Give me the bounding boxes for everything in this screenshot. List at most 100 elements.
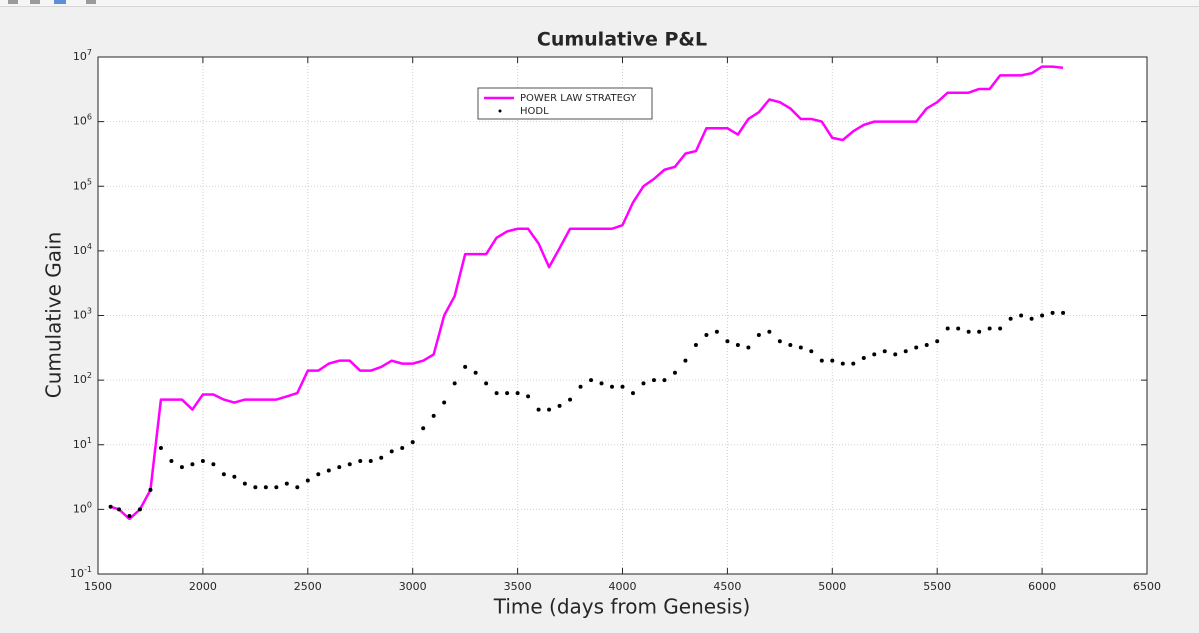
x-tick-label: 6000 [1028, 580, 1056, 593]
data-point [526, 394, 531, 399]
x-tick-label: 1500 [84, 580, 112, 593]
data-point [840, 361, 845, 366]
data-point [777, 339, 782, 344]
data-point [221, 472, 226, 477]
x-tick-label: 2000 [189, 580, 217, 593]
y-tick-label: 102 [73, 371, 92, 387]
data-point [1008, 316, 1013, 321]
data-point [505, 391, 510, 396]
y-tick-label: 10-1 [70, 565, 92, 581]
data-point [882, 349, 887, 354]
data-point [767, 329, 772, 334]
data-point [452, 381, 457, 386]
y-tick-label: 107 [73, 48, 92, 64]
data-point [945, 326, 950, 331]
data-point [358, 459, 363, 464]
data-point [515, 391, 520, 396]
data-point [998, 326, 1003, 331]
data-point [211, 462, 216, 467]
x-tick-label: 5000 [818, 580, 846, 593]
data-point [190, 462, 195, 467]
data-point [819, 358, 824, 363]
series-line [110, 65, 1064, 521]
data-point [347, 462, 352, 467]
y-tick-label: 103 [73, 306, 92, 322]
data-point [872, 352, 877, 357]
data-point [977, 329, 982, 334]
data-point [316, 472, 321, 477]
data-point [442, 400, 447, 405]
data-point [295, 485, 300, 490]
x-tick-label: 4500 [713, 580, 741, 593]
data-point [389, 449, 394, 454]
toolbar-icon[interactable] [30, 0, 40, 4]
data-point [536, 407, 541, 412]
x-tick-label: 3000 [399, 580, 427, 593]
legend: POWER LAW STRATEGY HODL [477, 87, 653, 120]
data-point [557, 403, 562, 408]
data-point [851, 361, 856, 366]
data-point [410, 440, 415, 445]
data-point [578, 384, 583, 389]
x-tick-label: 6500 [1133, 580, 1161, 593]
data-point [1050, 310, 1055, 315]
data-point [893, 352, 898, 357]
data-point [137, 507, 142, 512]
data-point [463, 364, 468, 369]
y-tick-label: 105 [73, 177, 92, 193]
y-tick-label: 101 [73, 435, 92, 451]
data-point [620, 384, 625, 389]
data-point [1029, 316, 1034, 321]
data-point [108, 504, 113, 509]
data-point [379, 455, 384, 460]
plot-area [108, 65, 1066, 521]
data-point [589, 378, 594, 383]
toolbar-icon[interactable] [54, 0, 66, 4]
data-point [610, 384, 615, 389]
data-point [987, 326, 992, 331]
toolbar-icon[interactable] [86, 0, 96, 4]
data-point [788, 342, 793, 347]
data-point [200, 459, 205, 464]
data-point [421, 426, 426, 431]
data-point [547, 407, 552, 412]
legend-marker [498, 109, 502, 113]
data-point [169, 459, 174, 464]
data-point [798, 345, 803, 350]
data-point [935, 339, 940, 344]
data-point [1061, 310, 1066, 315]
data-point [368, 459, 373, 464]
legend-label: HODL [520, 106, 549, 117]
data-point [179, 465, 184, 470]
x-tick-label: 5500 [923, 580, 951, 593]
data-point [1040, 313, 1045, 318]
data-point [641, 381, 646, 386]
data-point [714, 329, 719, 334]
toolbar-icon[interactable] [8, 0, 18, 4]
data-point [232, 474, 237, 479]
data-point [924, 342, 929, 347]
legend-box [477, 87, 653, 120]
x-tick-label: 2500 [294, 580, 322, 593]
data-point [956, 326, 961, 331]
data-point [1019, 313, 1024, 318]
data-point [484, 381, 489, 386]
data-point [735, 342, 740, 347]
data-point [127, 513, 132, 518]
data-point [242, 481, 247, 486]
data-point [253, 485, 258, 490]
data-point [116, 507, 121, 512]
y-tick-label: 106 [73, 112, 92, 128]
data-point [263, 485, 268, 490]
x-tick-label: 3500 [504, 580, 532, 593]
data-point [148, 487, 153, 492]
data-point [809, 349, 814, 354]
data-point [903, 349, 908, 354]
y-axis-label: Cumulative Gain [42, 232, 66, 399]
data-point [683, 358, 688, 363]
data-point [337, 465, 342, 470]
data-point [568, 397, 573, 402]
y-tick-label: 100 [73, 500, 92, 516]
data-point [672, 370, 677, 375]
